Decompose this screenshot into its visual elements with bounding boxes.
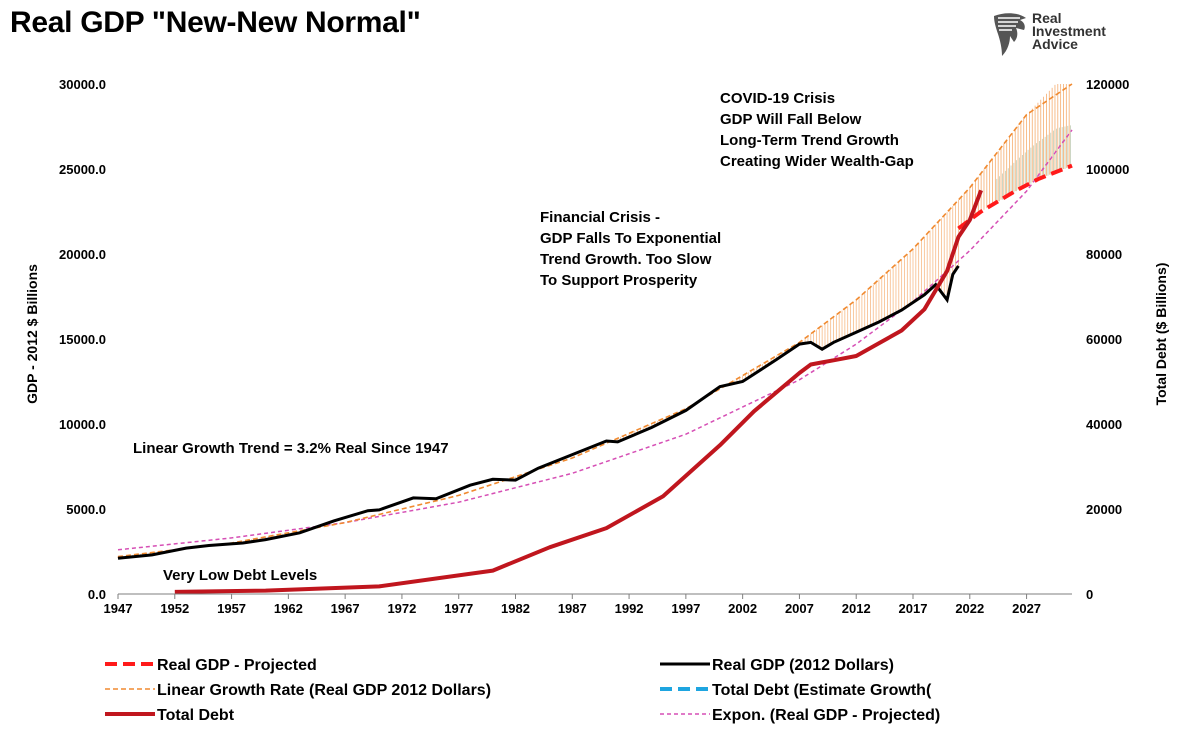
x-tick-label: 2002	[728, 601, 757, 616]
annotation-text: GDP Will Fall Below	[720, 111, 862, 128]
left-y-tick-label: 5000.0	[66, 502, 106, 517]
gap-fill-layer	[117, 84, 1071, 559]
right-y-tick-label: 60000	[1086, 332, 1122, 347]
brand-name: Real Investment Advice	[1032, 10, 1106, 52]
left-y-tick-label: 20000.0	[59, 247, 106, 262]
brand-line-1: Real	[1032, 10, 1062, 26]
real-gdp-projected-line	[957, 163, 1073, 231]
annotation-text: Creating Wider Wealth-Gap	[720, 153, 914, 170]
total-debt-line	[174, 189, 983, 594]
x-tick-label: 2022	[955, 601, 984, 616]
left-y-tick-label: 0.0	[88, 587, 106, 602]
brand-line-2: Investment	[1032, 23, 1106, 39]
x-tick-label: 1982	[501, 601, 530, 616]
linear-trend-line	[117, 83, 1073, 558]
series-layer	[117, 83, 1073, 594]
x-tick-label: 2027	[1012, 601, 1041, 616]
x-tick-label: 2007	[785, 601, 814, 616]
x-tick-label: 1947	[104, 601, 133, 616]
annotation-text: COVID-19 Crisis	[720, 90, 835, 107]
expon-trend-line	[117, 129, 1073, 551]
x-tick-label: 1977	[444, 601, 473, 616]
legend-label: Expon. (Real GDP - Projected)	[712, 707, 940, 724]
x-tick-label: 1992	[615, 601, 644, 616]
eagle-head-logo-icon	[994, 13, 1026, 56]
x-tick-label: 1952	[160, 601, 189, 616]
legend-label: Real GDP (2012 Dollars)	[712, 657, 894, 674]
right-y-tick-label: 0	[1086, 587, 1093, 602]
legend-label: Linear Growth Rate (Real GDP 2012 Dollar…	[157, 682, 491, 699]
annotation-text: GDP Falls To Exponential	[540, 230, 721, 247]
legend-label: Real GDP - Projected	[157, 657, 317, 674]
left-axis-title: GDP - 2012 $ Billions	[24, 264, 40, 404]
legend: Real GDP - Projected Real GDP (2012 Dolla…	[105, 657, 940, 724]
x-tick-label: 2017	[899, 601, 928, 616]
right-y-tick-label: 120000	[1086, 77, 1129, 92]
legend-label: Total Debt (Estimate Growth(	[712, 682, 932, 699]
annotations-layer: COVID-19 Crisis GDP Will Fall Below Long-T…	[133, 90, 914, 584]
x-tick-label: 1962	[274, 601, 303, 616]
x-tick-label: 1967	[331, 601, 360, 616]
x-tick-label: 1972	[387, 601, 416, 616]
annotation-text: Linear Growth Trend = 3.2% Real Since 19…	[133, 440, 449, 457]
right-y-tick-label: 20000	[1086, 502, 1122, 517]
right-y-tick-label: 80000	[1086, 247, 1122, 262]
brand-logo: Real Investment Advice	[990, 10, 1140, 62]
x-tick-label: 1997	[671, 601, 700, 616]
left-y-tick-label: 15000.0	[59, 332, 106, 347]
x-tick-label: 2012	[842, 601, 871, 616]
right-y-tick-label: 100000	[1086, 162, 1129, 177]
legend-label: Total Debt	[157, 707, 235, 724]
annotation-text: Very Low Debt Levels	[163, 567, 317, 584]
brand-line-3: Advice	[1032, 36, 1078, 52]
chart-title: Real GDP "New-New Normal"	[10, 6, 421, 39]
annotation-text: Long-Term Trend Growth	[720, 132, 899, 149]
real-gdp-line	[117, 265, 960, 560]
annotation-text: To Support Prosperity	[540, 272, 698, 289]
annotation-text: Financial Crisis -	[540, 209, 660, 226]
left-y-tick-label: 25000.0	[59, 162, 106, 177]
left-y-tick-label: 30000.0	[59, 77, 106, 92]
left-y-tick-label: 10000.0	[59, 417, 106, 432]
annotation-text: Trend Growth. Too Slow	[540, 251, 712, 268]
right-axis-title: Total Debt ($ Billions)	[1153, 263, 1169, 406]
axes-layer: 0.0 5000.0 10000.0 15000.0 20000.0 25000.0 300…	[24, 77, 1169, 616]
right-y-tick-label: 40000	[1086, 417, 1122, 432]
x-tick-label: 1987	[558, 601, 587, 616]
x-tick-label: 1957	[217, 601, 246, 616]
